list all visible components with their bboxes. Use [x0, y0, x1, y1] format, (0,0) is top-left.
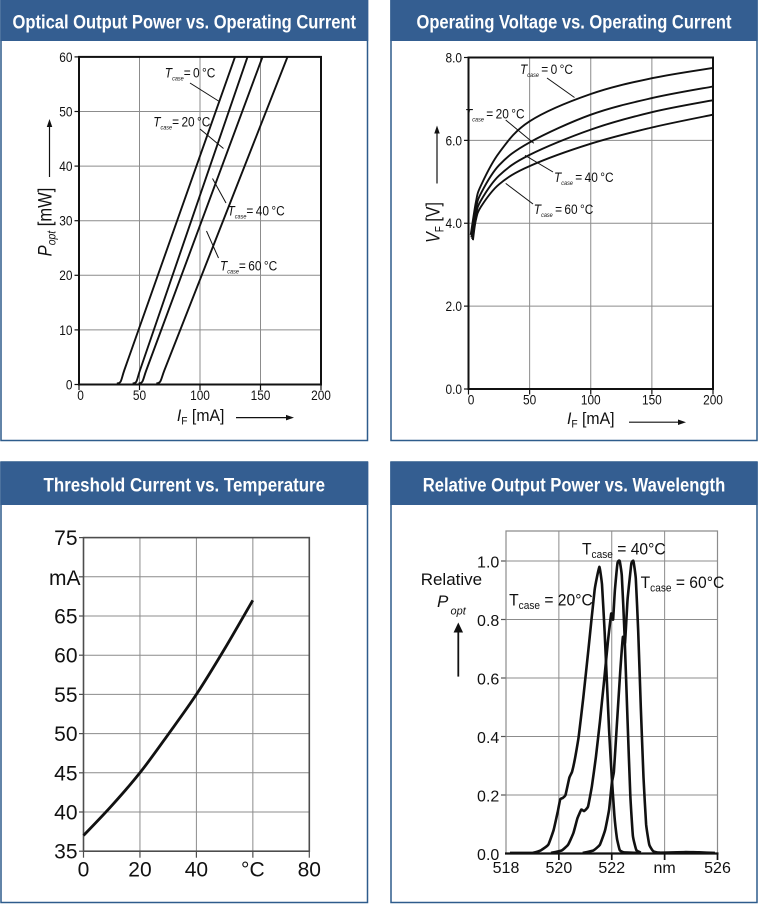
svg-text:100: 100	[190, 387, 210, 403]
svg-text:Tcase = 20 °C: Tcase = 20 °C	[465, 106, 525, 124]
svg-text:Tcase= 0 °C: Tcase= 0 °C	[165, 65, 216, 83]
svg-text:8.0: 8.0	[445, 49, 462, 65]
svg-text:200: 200	[703, 392, 723, 408]
svg-text:518: 518	[493, 860, 520, 877]
svg-text:150: 150	[251, 387, 271, 403]
svg-text:Tcase= 40 °C: Tcase= 40 °C	[228, 203, 285, 221]
svg-text:65: 65	[54, 606, 77, 629]
svg-text:20: 20	[128, 859, 151, 882]
svg-text:0: 0	[468, 392, 475, 408]
svg-text:10: 10	[59, 322, 72, 338]
svg-text:Tcase= 60 °C: Tcase= 60 °C	[220, 258, 277, 276]
svg-text:0: 0	[78, 859, 90, 882]
svg-text:Tcase = 40 °C: Tcase = 40 °C	[554, 169, 614, 187]
svg-text:Relative Output Power vs. Wave: Relative Output Power vs. Wavelength	[423, 475, 726, 496]
svg-text:Tcase = 0 °C: Tcase = 0 °C	[520, 61, 573, 79]
svg-text:2.0: 2.0	[445, 298, 462, 314]
svg-text:60: 60	[54, 645, 77, 668]
svg-text:Tcase= 20 °C: Tcase= 20 °C	[153, 113, 210, 131]
svg-text:45: 45	[54, 762, 77, 785]
svg-text:0.0: 0.0	[445, 381, 462, 397]
svg-text:opt: opt	[451, 606, 467, 618]
svg-text:°C: °C	[241, 859, 265, 882]
svg-text:50: 50	[59, 103, 72, 119]
svg-text:40: 40	[59, 158, 72, 174]
svg-text:mA: mA	[49, 567, 81, 590]
svg-text:0: 0	[77, 387, 84, 403]
svg-text:20: 20	[59, 267, 72, 283]
svg-text:IF [mA]: IF [mA]	[567, 410, 615, 431]
svg-text:35: 35	[54, 841, 77, 864]
svg-text:30: 30	[59, 213, 72, 229]
svg-text:Tcase = 60 °C: Tcase = 60 °C	[534, 201, 594, 219]
svg-text:0.2: 0.2	[477, 788, 499, 805]
svg-text:100: 100	[581, 392, 601, 408]
svg-text:50: 50	[133, 387, 146, 403]
svg-text:200: 200	[311, 387, 331, 403]
svg-text:55: 55	[54, 684, 77, 707]
svg-text:50: 50	[523, 392, 536, 408]
svg-text:Relative: Relative	[421, 570, 482, 589]
svg-text:40: 40	[54, 802, 77, 825]
svg-text:Operating Voltage vs. Operatin: Operating Voltage vs. Operating Current	[417, 13, 733, 34]
svg-text:Threshold Current vs. Temperat: Threshold Current vs. Temperature	[44, 475, 326, 496]
svg-text:VF [V]: VF [V]	[422, 202, 447, 243]
svg-text:75: 75	[54, 527, 77, 550]
svg-text:IF [mA]: IF [mA]	[177, 407, 225, 428]
svg-text:nm: nm	[654, 860, 676, 877]
svg-text:0: 0	[66, 376, 73, 392]
svg-text:526: 526	[704, 860, 731, 877]
svg-text:4.0: 4.0	[445, 215, 462, 231]
svg-text:60: 60	[59, 49, 72, 65]
svg-text:150: 150	[642, 392, 662, 408]
svg-text:Tcase = 60°C: Tcase = 60°C	[641, 573, 725, 594]
svg-text:0.0: 0.0	[477, 847, 499, 864]
svg-text:1.0: 1.0	[477, 554, 499, 571]
svg-text:Optical Output Power vs. Opera: Optical Output Power vs. Operating Curre…	[13, 13, 357, 34]
svg-text:522: 522	[598, 860, 625, 877]
svg-text:6.0: 6.0	[445, 132, 462, 148]
svg-text:0.4: 0.4	[477, 730, 499, 747]
svg-text:40: 40	[185, 859, 208, 882]
svg-text:P: P	[437, 592, 449, 611]
svg-text:0.6: 0.6	[477, 671, 499, 688]
svg-text:Popt [mW]: Popt [mW]	[34, 188, 58, 257]
svg-text:50: 50	[54, 723, 77, 746]
svg-text:0.8: 0.8	[477, 613, 499, 630]
svg-text:80: 80	[298, 859, 321, 882]
svg-text:520: 520	[546, 860, 573, 877]
